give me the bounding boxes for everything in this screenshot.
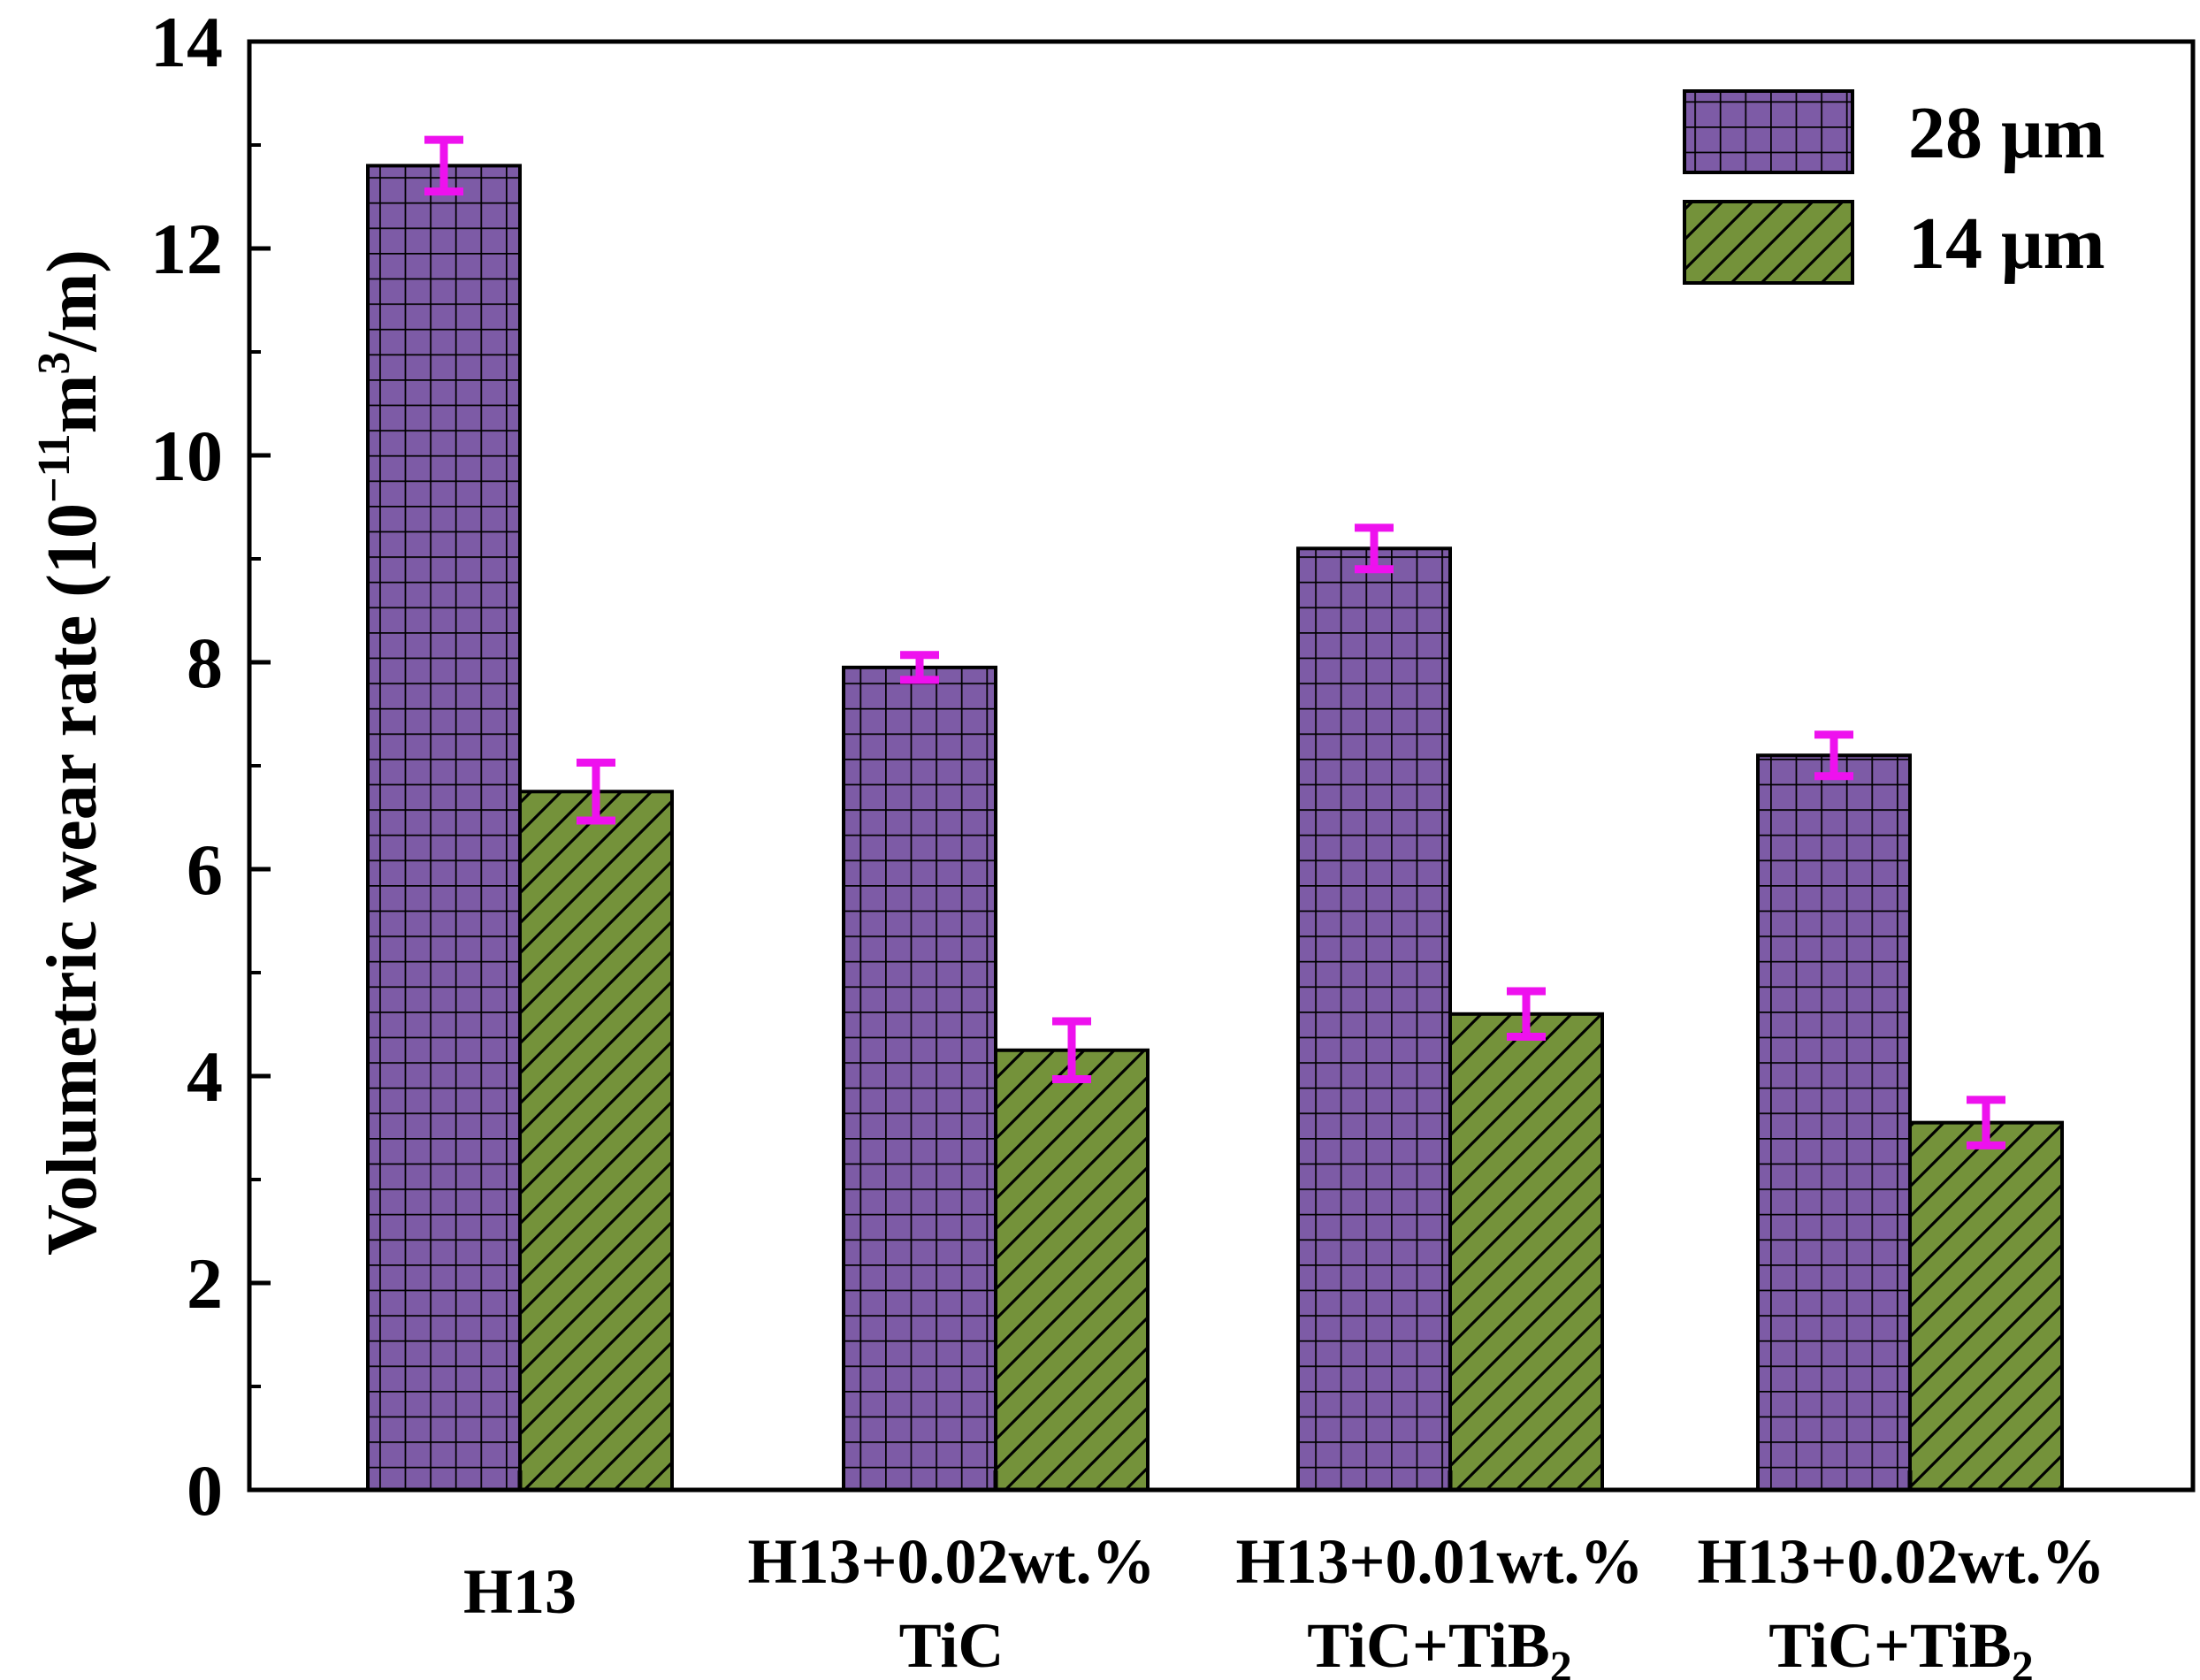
legend-label-14um: 14 μm [1908, 202, 2105, 285]
x-category-label-2-line1: H13+0.02wt.% [747, 1526, 1155, 1597]
y-axis-title-unit-tail: /m) [34, 249, 111, 353]
y-axis-title: Volumetric wear rate (10−11m3/m) [29, 249, 111, 1256]
y-tick-label: 8 [187, 622, 223, 703]
x-category-label-3-line2: TiC+TiB2 [1307, 1610, 1572, 1680]
bar-28um-cat-2[interactable] [842, 665, 997, 1492]
bar-14um-cat-3[interactable] [1448, 1012, 1604, 1493]
y-tick-label: 6 [187, 829, 223, 910]
y-axis-title-unit-base: m [34, 375, 111, 434]
legend-swatch-14um [1683, 200, 1854, 285]
y-tick-label: 4 [187, 1036, 223, 1117]
x-category-label-2-line2-main: TiC [899, 1610, 1005, 1680]
bar-14um-cat-2[interactable] [994, 1048, 1150, 1492]
x-category-label-1: H13 [463, 1556, 577, 1627]
y-tick-label: 0 [187, 1450, 223, 1531]
x-category-label-4-line1: H13+0.02wt.% [1697, 1526, 2105, 1597]
y-axis-title-exponent: −11 [29, 433, 80, 503]
y-tick-label: 10 [150, 416, 223, 496]
bar-14um-cat-4[interactable] [1908, 1120, 2064, 1493]
x-category-label-3-line2-main: TiC+TiB [1307, 1610, 1550, 1680]
x-category-label-2-line2: TiC [899, 1610, 1005, 1680]
x-category-label-3-line1: H13+0.01wt.% [1235, 1526, 1643, 1597]
y-axis-title-cube: 3 [29, 352, 80, 375]
bar-28um-cat-4[interactable] [1756, 753, 1912, 1492]
y-tick-label: 2 [187, 1243, 223, 1324]
x-category-label-4-line2: TiC+TiB2 [1768, 1610, 2034, 1680]
x-category-label-3-line2-subscript: 2 [1550, 1641, 1572, 1680]
bar-14um-cat-1[interactable] [518, 790, 674, 1492]
y-axis-title-text: Volumetric wear rate (10 [34, 503, 111, 1256]
legend-swatch-28um [1683, 89, 1854, 174]
x-category-label-4-line2-subscript: 2 [2012, 1641, 2034, 1680]
y-tick-label: 14 [150, 2, 223, 82]
bar-28um-cat-3[interactable] [1296, 546, 1452, 1492]
y-tick-label: 12 [150, 209, 223, 289]
plot-layer: 0 2 4 6 8 10 12 14 H13 H13+0.02wt.% TiC H13+0.01wt.… [150, 2, 2196, 1680]
bar-28um-cat-1[interactable] [366, 164, 522, 1492]
legend-label-28um: 28 μm [1908, 92, 2105, 174]
x-category-label-4-line2-main: TiC+TiB [1768, 1610, 2012, 1680]
